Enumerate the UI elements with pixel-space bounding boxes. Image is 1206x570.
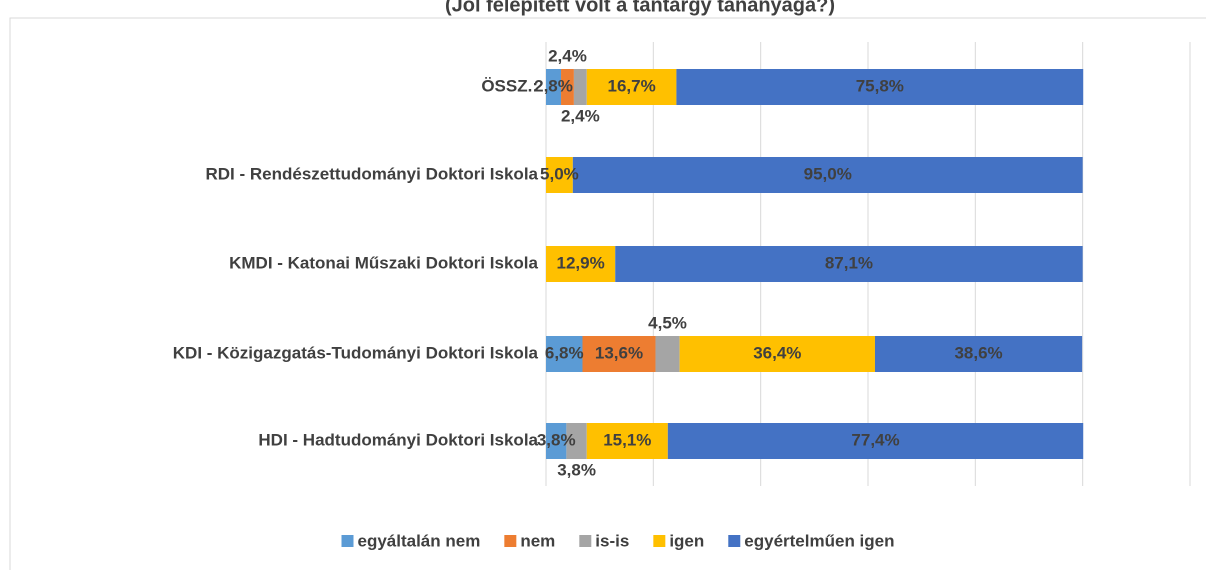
y-tick-label: KDI - Közigazgatás-Tudományi Doktori Isk… (173, 343, 539, 362)
bar-segment (874, 336, 1083, 372)
y-tick-label: ÖSSZ.: (481, 76, 538, 95)
bar-segment (546, 423, 567, 459)
data-label: 75,8% (856, 76, 904, 95)
data-label: 6,8% (545, 343, 584, 362)
data-label: 3,8% (557, 460, 596, 479)
bar-segment (546, 157, 573, 193)
data-label: 3,8% (537, 430, 576, 449)
data-label: 5,0% (540, 164, 579, 183)
data-label: 87,1% (825, 253, 873, 272)
data-label: 77,4% (851, 430, 899, 449)
data-label: 13,6% (595, 343, 643, 362)
data-label: 4,5% (648, 313, 687, 332)
y-tick-label: KMDI - Katonai Műszaki Doktori Iskola (229, 253, 538, 272)
bar-segment (561, 69, 574, 105)
bar-segment (615, 246, 1083, 282)
y-tick-label: RDI - Rendészettudományi Doktori Iskola (206, 164, 539, 183)
legend-swatch (579, 535, 592, 547)
y-tick-label: HDI - Hadtudományi Doktori Iskola (258, 430, 538, 449)
bar-segment (566, 423, 587, 459)
bar-segment (655, 336, 680, 372)
bar-segment (546, 336, 583, 372)
bar-segment (572, 157, 1083, 193)
bar-segment (667, 423, 1084, 459)
bar-segment (676, 69, 1084, 105)
data-label: 16,7% (607, 76, 655, 95)
data-label: 12,9% (557, 253, 605, 272)
data-label: 2,4% (561, 106, 600, 125)
bar-segment (546, 246, 616, 282)
data-label: 15,1% (603, 430, 651, 449)
data-label: 2,4% (548, 46, 587, 65)
legend-label: is-is (595, 531, 629, 550)
legend-label: igen (669, 531, 704, 550)
data-label: 36,4% (753, 343, 801, 362)
legend-swatch (653, 535, 666, 547)
legend-label: nem (520, 531, 555, 550)
bar-segment (679, 336, 875, 372)
chart-title: (Jól felépített volt a tantárgy tananyag… (445, 0, 835, 16)
legend-label: egyáltalán nem (358, 531, 481, 550)
bar-segment (586, 69, 677, 105)
data-label: 2,8% (534, 76, 573, 95)
legend-swatch (341, 535, 354, 547)
chart-border (9, 17, 1206, 570)
data-label: 38,6% (954, 343, 1002, 362)
data-label: 95,0% (804, 164, 852, 183)
bar-segment (573, 69, 587, 105)
bar-segment (586, 423, 668, 459)
bar-segment (546, 69, 562, 105)
bar-segment (582, 336, 656, 372)
legend-swatch (504, 535, 517, 547)
legend-label: egyértelműen igen (744, 531, 894, 550)
legend-swatch (728, 535, 741, 547)
